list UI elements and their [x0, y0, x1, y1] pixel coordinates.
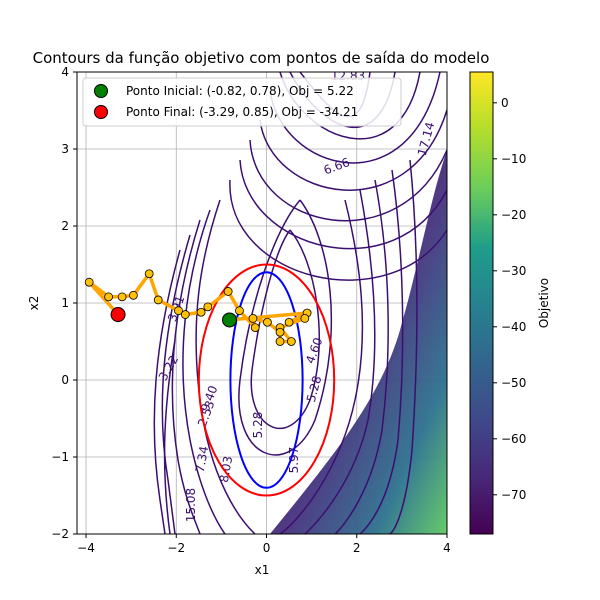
colorbar-tick-label: −10: [501, 152, 526, 166]
contour-line: [359, 169, 404, 534]
colorbar-tick-label: −40: [501, 320, 526, 334]
contour-line: [229, 179, 447, 281]
path-point: [203, 302, 213, 312]
path-point: [180, 310, 190, 319]
path-point: [144, 269, 154, 279]
constraint-ellipse: [229, 271, 304, 489]
colorbar-gradient: [469, 71, 494, 535]
path-point: [84, 277, 94, 287]
final-point: [110, 307, 126, 323]
path-point: [300, 313, 310, 323]
contour-line: [153, 249, 181, 534]
contour-line: [249, 139, 447, 222]
contour-line: [239, 159, 447, 250]
colorbar-tick-label: −70: [501, 488, 526, 502]
colorbar-tick-label: 0: [501, 96, 509, 110]
legend-label-initial: Ponto Inicial: (-0.82, 0.78), Obj = 5.22: [126, 84, 354, 98]
constraints: [197, 263, 336, 497]
contour-line: [250, 229, 320, 430]
contour-line: [182, 209, 226, 534]
contour-label: 5.28: [251, 412, 265, 439]
path-point: [117, 292, 127, 302]
y-axis-label: x2: [27, 296, 41, 311]
legend-marker-initial: [94, 84, 108, 98]
colorbar: 0 −10 −20 −30 −40 −50 −60 −70 Objetivo: [469, 71, 551, 535]
y-tick-label: 2: [61, 219, 69, 233]
contour-line: [334, 179, 389, 534]
y-tick-label: 4: [61, 65, 69, 79]
contour-line: [279, 199, 364, 534]
legend-label-final: Ponto Final: (-3.29, 0.85), Obj = -34.21: [126, 105, 358, 119]
path-point: [174, 306, 183, 316]
legend-box: [82, 77, 402, 127]
path-point: [153, 295, 163, 305]
colorbar-tick-label: −50: [501, 376, 526, 390]
x-tick-label: 0: [263, 541, 271, 555]
x-axis-ticks: −4 −2 0 2 4: [77, 534, 451, 555]
path-point: [275, 327, 285, 337]
plot-area: 6.665.975.284.603.913.222.538.037.349.40…: [51, 65, 451, 555]
contour-line: [259, 109, 447, 191]
path-point: [129, 290, 138, 300]
contour-line: [163, 339, 176, 534]
contour-label: 7.34: [193, 445, 211, 474]
contour-line: [238, 199, 333, 456]
model-path: [84, 269, 312, 346]
y-axis-ticks: −2 −1 0 1 2 3 4: [51, 65, 77, 541]
colorbar-label: Objetivo: [537, 278, 551, 328]
path-point: [223, 287, 233, 296]
colorbar-ticks: 0 −10 −20 −30 −40 −50 −60 −70: [493, 96, 526, 502]
contour-fill-region: [270, 150, 447, 534]
path-point: [196, 307, 206, 317]
colorbar-tick-label: −30: [501, 264, 526, 278]
contour-label: 5.97: [287, 447, 301, 474]
y-tick-label: 3: [61, 142, 69, 156]
contour-line: [171, 219, 201, 534]
legend-marker-final: [94, 105, 108, 119]
constraint-circle: [197, 263, 336, 497]
contour-line: [161, 234, 191, 534]
colorbar-tick-label: −60: [501, 432, 526, 446]
x-axis-label: x1: [255, 563, 270, 577]
x-tick-label: 4: [443, 541, 451, 555]
grid: [77, 71, 448, 535]
colorbar-tick-label: −20: [501, 208, 526, 222]
y-tick-label: 0: [61, 373, 69, 387]
x-tick-label: 2: [353, 541, 361, 555]
contour-label: 5.28: [304, 374, 324, 403]
x-tick-label: −4: [77, 541, 95, 555]
chart-title: Contours da função objetivo com pontos d…: [33, 49, 490, 67]
path-point: [104, 292, 113, 302]
x-tick-label: −2: [167, 541, 185, 555]
contour-label: 15.08: [184, 488, 198, 522]
path-point: [275, 337, 285, 346]
path-point: [263, 317, 272, 327]
contour-label: 8.03: [217, 455, 235, 484]
initial-point: [222, 312, 238, 328]
path-point: [235, 306, 244, 316]
y-tick-label: −2: [51, 527, 69, 541]
path-point: [286, 337, 296, 346]
path-point: [248, 313, 258, 323]
path-point: [250, 323, 260, 333]
legend: Ponto Inicial: (-0.82, 0.78), Obj = 5.22…: [82, 77, 402, 127]
contour-line: [304, 189, 376, 534]
y-tick-label: −1: [51, 450, 69, 464]
y-tick-label: 1: [61, 296, 69, 310]
path-point: [284, 317, 294, 327]
contour-line: [389, 159, 418, 534]
